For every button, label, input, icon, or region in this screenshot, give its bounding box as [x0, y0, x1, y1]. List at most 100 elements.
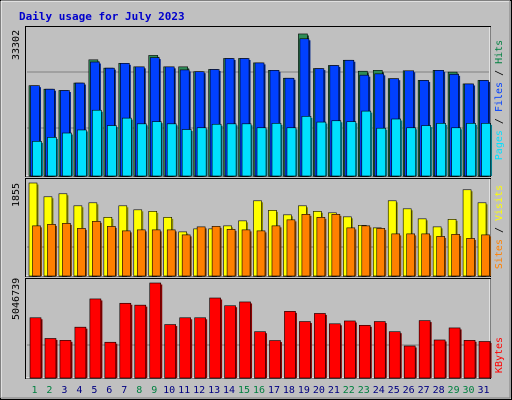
bar-pages-day-21	[331, 120, 343, 177]
bar-kbytes-day-6	[104, 341, 118, 379]
bar-kbytes-day-5	[89, 298, 103, 379]
bar-kbytes-day-22	[344, 320, 357, 379]
bar-pages-day-11	[181, 129, 193, 177]
bar-pages-day-7	[122, 117, 133, 177]
legend-hits: Hits	[494, 40, 505, 64]
day-label: 31	[477, 385, 489, 396]
bar-sites-day-12	[196, 226, 207, 277]
bar-sites-day-8	[136, 229, 147, 277]
day-label: 19	[298, 385, 310, 396]
bar-pages-day-17	[271, 123, 283, 177]
bar-pages-day-8	[136, 123, 148, 177]
bar-sites-day-18	[286, 219, 297, 277]
bar-pages-day-24	[376, 127, 388, 177]
bar-sites-day-13	[211, 226, 222, 277]
bar-sites-day-11	[181, 234, 192, 277]
bar-pages-day-18	[286, 127, 298, 177]
bar-kbytes-day-31	[478, 341, 492, 379]
bar-sites-day-21	[331, 214, 342, 277]
day-label: 5	[91, 385, 97, 396]
side-legend-visits-sites: Sites / Visits	[494, 185, 505, 269]
bar-pages-day-1	[32, 141, 43, 177]
bar-kbytes-day-1	[29, 317, 43, 379]
bar-pages-day-22	[346, 121, 358, 177]
bar-pages-day-6	[107, 125, 118, 177]
bar-sites-day-25	[391, 233, 402, 277]
bar-sites-day-1	[32, 225, 42, 277]
bar-pages-day-31	[481, 123, 493, 177]
bar-sites-day-28	[436, 236, 447, 277]
day-label: 28	[433, 385, 445, 396]
bar-sites-day-14	[226, 229, 237, 277]
bar-sites-day-24	[376, 228, 387, 277]
legend-kbytes: KBytes	[494, 337, 505, 373]
day-label: 14	[223, 385, 235, 396]
legend-visits: Visits	[494, 185, 505, 221]
bar-pages-day-28	[436, 123, 448, 177]
day-label: 12	[193, 385, 205, 396]
bar-kbytes-day-18	[284, 311, 297, 379]
bar-kbytes-day-17	[269, 340, 282, 379]
bar-pages-day-14	[226, 123, 238, 177]
legend-files: Files	[494, 82, 505, 112]
bar-pages-day-29	[451, 127, 463, 177]
bar-pages-day-27	[421, 125, 433, 177]
bar-sites-day-29	[451, 234, 462, 277]
panel1-ymax-label: 33302	[11, 30, 22, 60]
bar-kbytes-day-2	[44, 338, 58, 379]
bar-kbytes-day-24	[373, 321, 387, 379]
panel3-ymax-label: 5046739	[11, 278, 22, 320]
day-label: 11	[178, 385, 190, 396]
bar-kbytes-day-25	[388, 331, 402, 379]
bar-kbytes-day-7	[119, 302, 133, 379]
bar-pages-day-20	[316, 121, 328, 177]
day-label: 3	[61, 385, 67, 396]
day-label: 20	[313, 385, 325, 396]
bar-pages-day-5	[92, 109, 103, 177]
bar-kbytes-day-11	[179, 317, 193, 379]
bar-pages-day-26	[406, 127, 418, 177]
day-label: 10	[163, 385, 175, 396]
day-label: 8	[136, 385, 142, 396]
bar-pages-day-25	[391, 118, 403, 177]
day-label: 2	[46, 385, 52, 396]
bar-kbytes-day-16	[254, 331, 268, 379]
bar-kbytes-day-20	[314, 313, 327, 379]
bar-kbytes-day-13	[209, 297, 223, 379]
chart-title: Daily usage for July 2023	[19, 10, 185, 23]
day-label: 18	[283, 385, 295, 396]
bar-kbytes-day-30	[463, 340, 477, 379]
bar-kbytes-day-19	[299, 321, 312, 379]
bar-sites-day-9	[151, 229, 162, 277]
bar-kbytes-day-28	[433, 339, 447, 379]
bar-sites-day-15	[241, 229, 252, 277]
bar-kbytes-day-15	[239, 301, 253, 379]
bar-pages-day-9	[151, 121, 163, 177]
day-label: 26	[403, 385, 415, 396]
bar-pages-day-10	[166, 123, 178, 177]
bar-kbytes-day-3	[59, 340, 73, 379]
bar-sites-day-4	[77, 228, 87, 277]
bar-sites-day-5	[92, 221, 102, 277]
day-label: 23	[358, 385, 370, 396]
day-label: 13	[208, 385, 220, 396]
bar-sites-day-22	[346, 227, 357, 277]
bar-kbytes-day-4	[74, 326, 88, 379]
day-label: 7	[121, 385, 127, 396]
bar-sites-day-17	[271, 225, 282, 277]
bar-sites-day-7	[122, 230, 132, 277]
bar-pages-day-13	[211, 123, 223, 177]
bar-kbytes-day-27	[418, 320, 432, 379]
day-label: 22	[343, 385, 355, 396]
bar-pages-day-12	[196, 127, 208, 177]
bar-kbytes-day-14	[224, 305, 238, 379]
day-label: 17	[268, 385, 280, 396]
bar-kbytes-day-9	[149, 282, 163, 379]
bar-kbytes-day-8	[134, 304, 148, 379]
panel2-ymax-label: 1855	[11, 183, 22, 207]
bar-kbytes-day-10	[164, 324, 178, 379]
side-legend-kbytes: KBytes	[494, 337, 505, 373]
bar-sites-day-30	[466, 238, 477, 277]
bar-pages-day-16	[256, 127, 268, 177]
